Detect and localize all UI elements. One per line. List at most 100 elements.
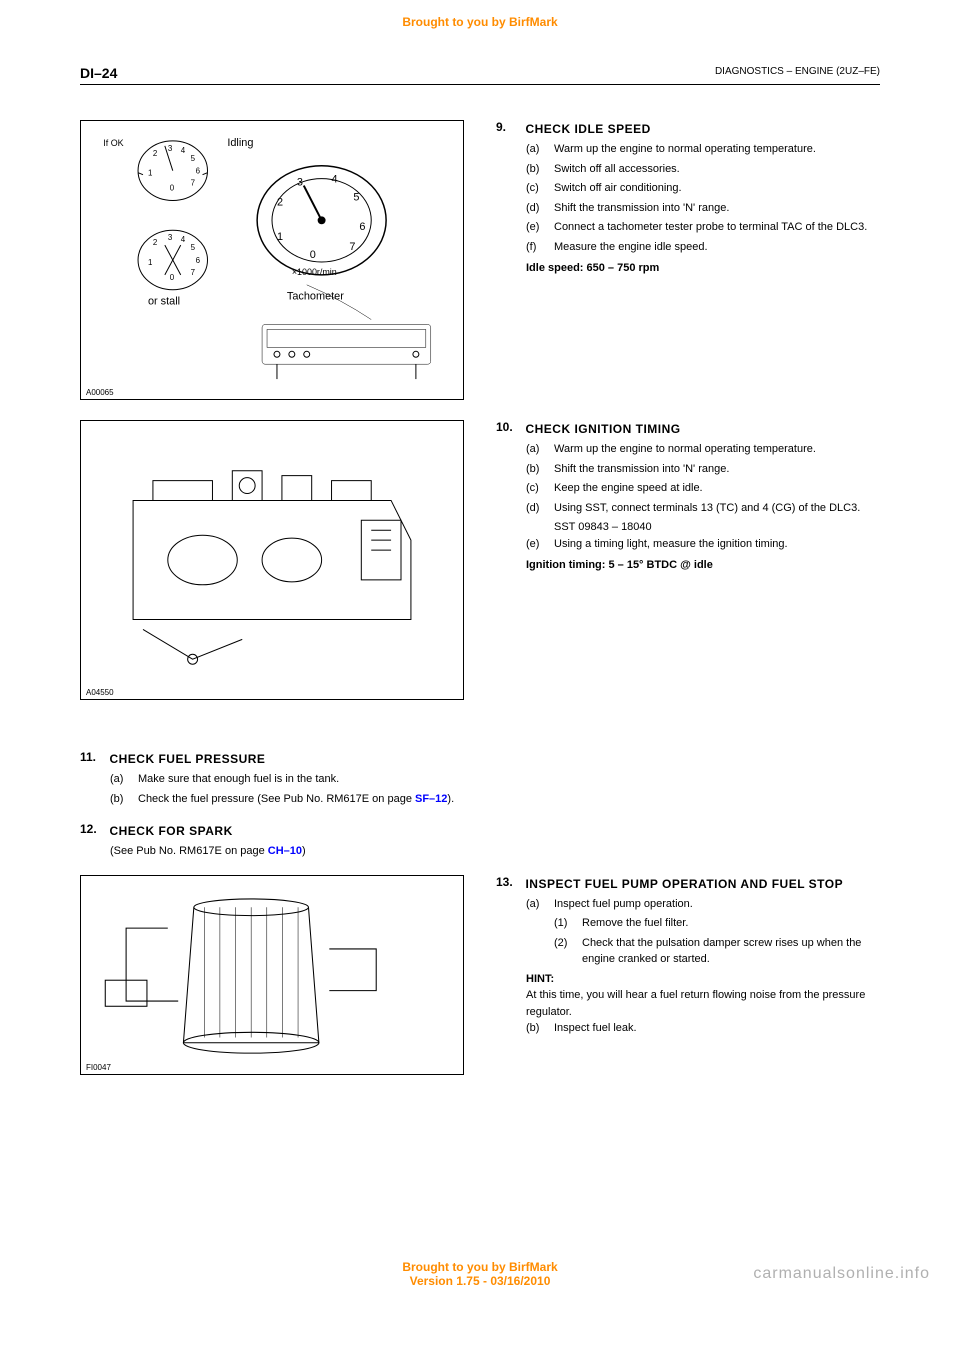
step-11-a: (a) — [110, 771, 138, 788]
engine-illustration — [91, 431, 453, 689]
step-10-c: (c) — [526, 480, 554, 497]
svg-text:3: 3 — [168, 144, 173, 153]
watermark: carmanualsonline.info — [753, 1265, 930, 1283]
svg-text:0: 0 — [310, 249, 316, 261]
step-9-num: 9. — [496, 120, 521, 134]
svg-text:1: 1 — [148, 169, 153, 178]
step-13: 13. INSPECT FUEL PUMP OPERATION AND FUEL… — [496, 875, 880, 1085]
svg-text:6: 6 — [196, 256, 201, 265]
svg-text:0: 0 — [170, 184, 175, 193]
figure-1-box: If OK 0 1 2 3 4 5 6 7 — [80, 120, 464, 400]
step-9-d: (d) — [526, 200, 554, 217]
step-9-b: (b) — [526, 161, 554, 178]
figure-1: If OK 0 1 2 3 4 5 6 7 — [80, 120, 464, 400]
step-10-num: 10. — [496, 420, 521, 434]
hint-text: At this time, you will hear a fuel retur… — [526, 987, 880, 1020]
svg-text:7: 7 — [349, 241, 355, 253]
figure-1-label: A00065 — [86, 388, 114, 397]
step-11-b-text: Check the fuel pressure (See Pub No. RM6… — [138, 791, 880, 808]
step-13-num: 13. — [496, 875, 521, 889]
step-13-title: INSPECT FUEL PUMP OPERATION AND FUEL STO… — [525, 877, 843, 891]
svg-text:4: 4 — [181, 235, 186, 244]
step-11: 11. CHECK FUEL PRESSURE (a) Make sure th… — [80, 750, 880, 807]
step-11-b: (b) — [110, 791, 138, 808]
svg-text:2: 2 — [277, 196, 283, 208]
step-13-a1: (1) — [554, 915, 582, 932]
footer-line1: Brought to you by BirfMark — [402, 1260, 557, 1274]
step-10-e-text: Using a timing light, measure the igniti… — [554, 536, 880, 553]
footer-line2: Version 1.75 - 03/16/2010 — [402, 1274, 557, 1288]
step-13-b-text: Inspect fuel leak. — [554, 1020, 880, 1037]
step-10-e: (e) — [526, 536, 554, 553]
header-title: DIAGNOSTICS – ENGINE (2UZ–FE) — [715, 65, 880, 78]
figure-2-box: A04550 — [80, 420, 464, 700]
figure-3-box: FI0047 — [80, 875, 464, 1075]
step-12-body: (See Pub No. RM617E on page CH–10) — [110, 843, 880, 860]
svg-text:Tachometer: Tachometer — [287, 291, 344, 303]
link-ch10[interactable]: CH–10 — [268, 845, 302, 857]
step-9-spec: Idle speed: 650 – 750 rpm — [526, 260, 880, 277]
step-13-a2: (2) — [554, 935, 582, 968]
step-10: 10. CHECK IGNITION TIMING (a) Warm up th… — [496, 420, 880, 700]
step-9-a-text: Warm up the engine to normal operating t… — [554, 141, 880, 158]
step-9-f-text: Measure the engine idle speed. — [554, 239, 880, 256]
svg-text:3: 3 — [168, 233, 173, 242]
step-13-a: (a) — [526, 896, 554, 913]
title-line2: ENGINE (2UZ–FE) — [795, 66, 880, 77]
svg-text:1: 1 — [277, 231, 283, 243]
step-10-a: (a) — [526, 441, 554, 458]
svg-text:7: 7 — [191, 268, 195, 277]
svg-text:3: 3 — [297, 177, 303, 189]
step-9-a: (a) — [526, 141, 554, 158]
figure-2-label: A04550 — [86, 688, 114, 697]
gauge-illustration: If OK 0 1 2 3 4 5 6 7 — [91, 131, 453, 389]
step-10-a-text: Warm up the engine to normal operating t… — [554, 441, 880, 458]
step-13-a2-text: Check that the pulsation damper screw ri… — [582, 935, 880, 968]
figure-2: A04550 — [80, 420, 464, 700]
svg-text:2: 2 — [153, 149, 157, 158]
figure-row-3: FI0047 13. INSPECT FUEL PUMP OPERATION A… — [80, 875, 880, 1085]
filter-illustration — [81, 876, 463, 1074]
step-9-c: (c) — [526, 180, 554, 197]
step-10-b: (b) — [526, 461, 554, 478]
figure-row-1: If OK 0 1 2 3 4 5 6 7 — [80, 120, 880, 400]
step-13-b: (b) — [526, 1020, 554, 1037]
svg-text:Idling: Idling — [227, 137, 253, 149]
step-11-title: CHECK FUEL PRESSURE — [109, 752, 265, 766]
step-10-spec: Ignition timing: 5 – 15° BTDC @ idle — [526, 557, 880, 574]
header-brought-by: Brought to you by BirfMark — [402, 15, 557, 29]
svg-text:7: 7 — [191, 179, 195, 188]
svg-text:5: 5 — [191, 243, 196, 252]
if-ok-label: If OK — [103, 138, 123, 148]
hint-label: HINT: — [526, 971, 880, 988]
step-12-title: CHECK FOR SPARK — [109, 824, 232, 838]
step-11-num: 11. — [80, 750, 105, 764]
svg-text:4: 4 — [332, 174, 338, 186]
figure-3: FI0047 — [80, 875, 464, 1085]
step-9-e-text: Connect a tachometer tester probe to ter… — [554, 219, 880, 236]
step-9: 9. CHECK IDLE SPEED (a) Warm up the engi… — [496, 120, 880, 400]
step-9-e: (e) — [526, 219, 554, 236]
svg-text:0: 0 — [170, 273, 175, 282]
step-9-d-text: Shift the transmission into 'N' range. — [554, 200, 880, 217]
step-10-b-text: Shift the transmission into 'N' range. — [554, 461, 880, 478]
figure-row-2: A04550 10. CHECK IGNITION TIMING (a) War… — [80, 420, 880, 700]
step-9-title: CHECK IDLE SPEED — [525, 122, 650, 136]
svg-text:1: 1 — [148, 258, 153, 267]
link-sf12[interactable]: SF–12 — [415, 793, 447, 805]
step-10-title: CHECK IGNITION TIMING — [525, 422, 680, 436]
content-area: If OK 0 1 2 3 4 5 6 7 — [80, 120, 880, 1105]
step-9-f: (f) — [526, 239, 554, 256]
figure-3-label: FI0047 — [86, 1063, 111, 1072]
page-header: DI–24 DIAGNOSTICS – ENGINE (2UZ–FE) — [80, 65, 880, 85]
step-12-num: 12. — [80, 822, 105, 836]
footer: Brought to you by BirfMark Version 1.75 … — [402, 1260, 557, 1288]
step-10-sst: SST 09843 – 18040 — [554, 519, 880, 536]
svg-text:2: 2 — [153, 238, 157, 247]
step-9-b-text: Switch off all accessories. — [554, 161, 880, 178]
svg-text:5: 5 — [191, 154, 196, 163]
step-11-a-text: Make sure that enough fuel is in the tan… — [138, 771, 880, 788]
step-10-d-text: Using SST, connect terminals 13 (TC) and… — [554, 500, 880, 517]
page-number: DI–24 — [80, 65, 117, 81]
step-12: 12. CHECK FOR SPARK (See Pub No. RM617E … — [80, 822, 880, 860]
